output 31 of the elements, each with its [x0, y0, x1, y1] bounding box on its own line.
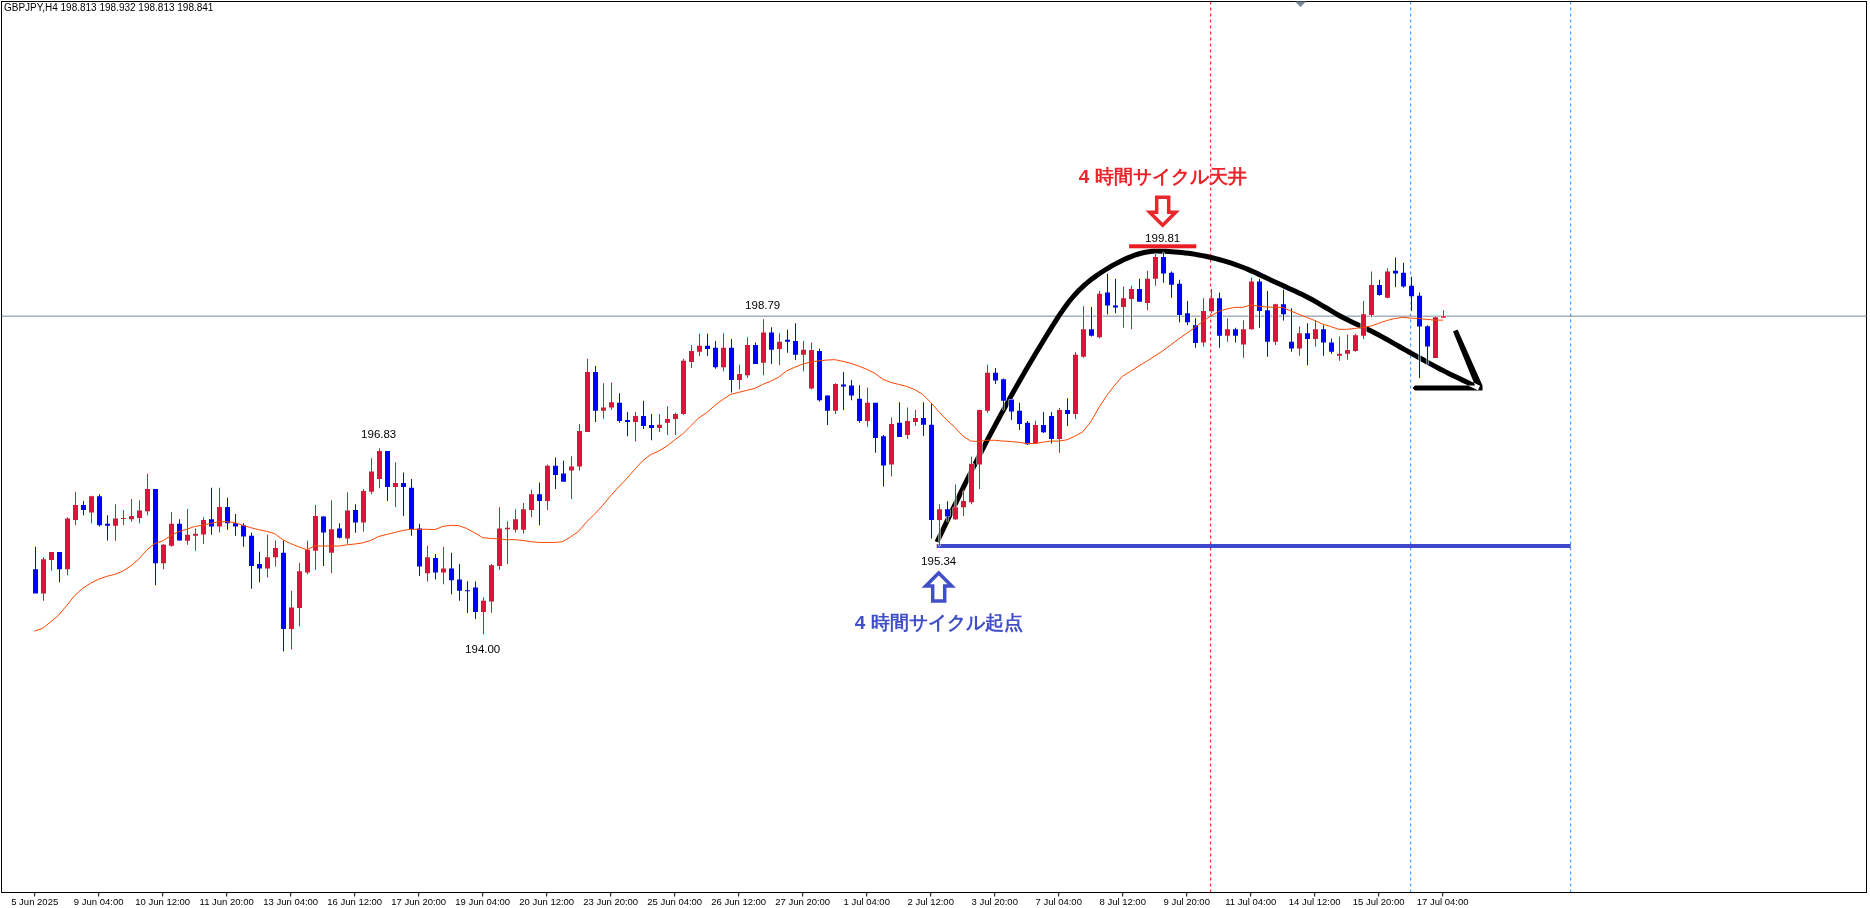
- x-tick-label: 10 Jun 12:00: [135, 895, 191, 907]
- annotation: 194.00: [465, 643, 501, 656]
- x-tick-label: 9 Jul 20:00: [1163, 895, 1210, 907]
- x-tick-label: 25 Jun 04:00: [647, 895, 703, 907]
- x-tick-label: 15 Jul 20:00: [1352, 895, 1405, 907]
- annotation: 198.79: [745, 299, 781, 312]
- x-tick-label: 3 Jul 20:00: [971, 895, 1018, 907]
- x-tick-label: 20 Jun 12:00: [519, 895, 575, 907]
- x-tick-label: 5 Jun 2025: [11, 895, 59, 907]
- annotation: 4 時間サイクル起点: [854, 611, 1023, 633]
- x-tick-label: 1 Jul 04:00: [843, 895, 890, 907]
- text: 4 時間サイクル天井: [1078, 165, 1247, 187]
- text: 199.81: [1145, 232, 1181, 245]
- x-tick-label: 11 Jun 20:00: [199, 895, 254, 907]
- x-tick-label: 14 Jul 12:00: [1288, 895, 1341, 907]
- x-tick-label: 27 Jun 20:00: [775, 895, 831, 907]
- x-tick-label: 9 Jun 04:00: [73, 895, 124, 907]
- x-tick-label: 2 Jul 12:00: [907, 895, 954, 907]
- x-tick-label: 17 Jun 20:00: [391, 895, 447, 907]
- x-tick-label: 19 Jun 04:00: [455, 895, 511, 907]
- x-tick-label: 7 Jul 04:00: [1035, 895, 1082, 907]
- x-tick-label: 13 Jun 04:00: [263, 895, 319, 907]
- x-tick-label: 17 Jul 04:00: [1416, 895, 1469, 907]
- chart-title: GBPJPY,H4 198.813 198.932 198.813 198.841: [4, 2, 214, 13]
- annotation: 196.83: [361, 428, 397, 441]
- x-tick-label: 23 Jun 20:00: [583, 895, 639, 907]
- x-tick-label: 26 Jun 12:00: [711, 895, 767, 907]
- x-tick-label: 11 Jul 04:00: [1225, 895, 1277, 907]
- x-tick-label: 8 Jul 12:00: [1099, 895, 1146, 907]
- x-tick-label: 16 Jun 12:00: [327, 895, 383, 907]
- annotation: 195.34: [921, 555, 957, 568]
